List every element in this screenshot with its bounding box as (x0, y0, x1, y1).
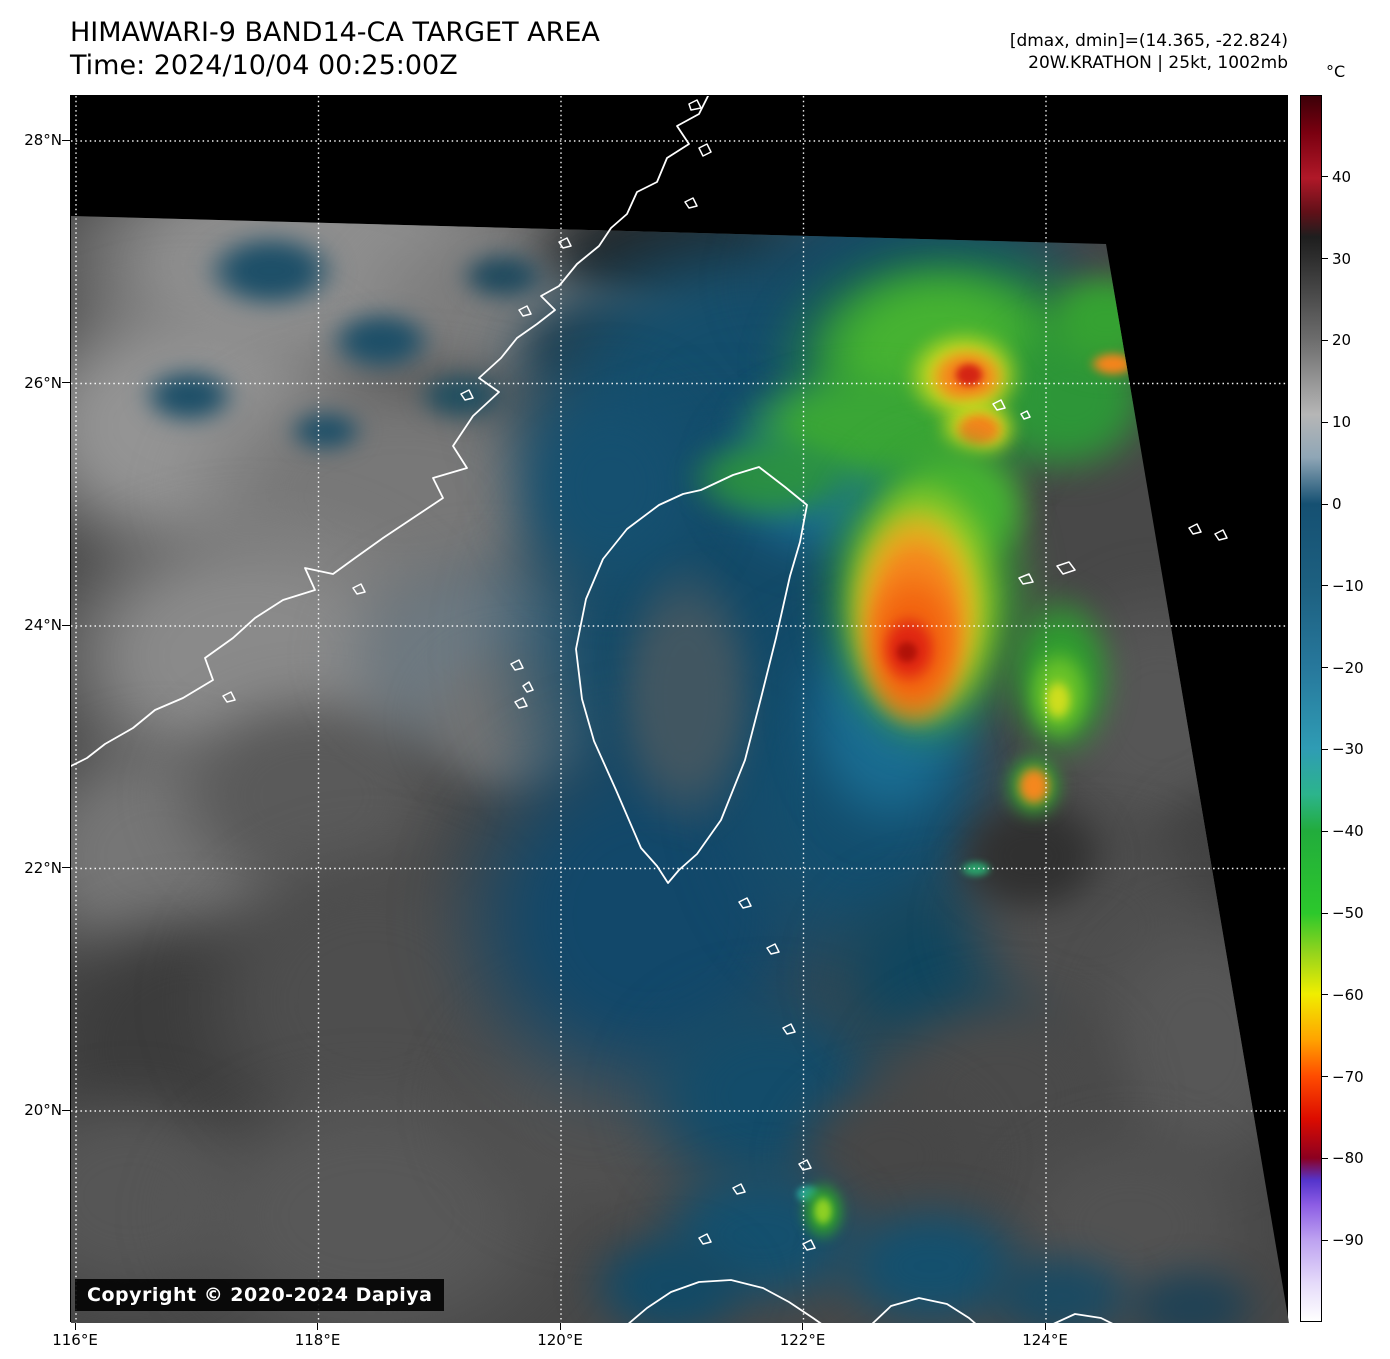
copyright-badge: Copyright © 2020-2024 Dapiya (75, 1279, 445, 1311)
colorbar-gradient (1300, 95, 1322, 1322)
colorbar-tick (1322, 667, 1328, 669)
header-block: HIMAWARI-9 BAND14-CA TARGET AREA Time: 2… (70, 16, 600, 82)
storm-info: 20W.KRATHON | 25kt, 1002mb (1028, 53, 1288, 73)
colorbar-tick (1322, 503, 1328, 505)
cloud-blob (812, 1195, 834, 1227)
colorbar-tick-label: −10 (1332, 576, 1364, 595)
lon-tick (559, 1323, 561, 1330)
colorbar-tick (1322, 1076, 1328, 1078)
lat-tick (62, 624, 70, 626)
colorbar-tick (1322, 421, 1328, 423)
lon-tick (317, 1323, 318, 1330)
cloud-blob (894, 639, 920, 665)
lon-label: 118°E (294, 1331, 341, 1349)
lat-label: 24°N (24, 616, 62, 634)
cloud-blob (1043, 678, 1073, 722)
colorbar-tick-label: −80 (1332, 1149, 1364, 1168)
map-plot: Copyright © 2020-2024 Dapiya (70, 95, 1289, 1323)
colorbar-tick-label: 0 (1332, 495, 1342, 513)
cloud-blob (959, 860, 993, 878)
colorbar-tick-label: −40 (1332, 822, 1364, 841)
lon-tick (1044, 1323, 1046, 1330)
cloud-blob (1015, 764, 1053, 808)
colorbar-tick-label: 20 (1332, 331, 1352, 350)
cloud-blob (1088, 351, 1138, 377)
colorbar-tick-label: −20 (1332, 658, 1364, 677)
cloud-blob (201, 231, 341, 311)
colorbar-tick-label: −30 (1332, 740, 1364, 759)
colorbar-tick (1322, 585, 1328, 587)
colorbar-tick (1322, 1157, 1328, 1159)
colorbar-unit-label: °C (1326, 62, 1346, 81)
colorbar-tick (1322, 258, 1328, 260)
lat-tick (62, 1109, 70, 1111)
page-title: HIMAWARI-9 BAND14-CA TARGET AREA (70, 17, 600, 48)
colorbar-tick-label: 40 (1332, 167, 1352, 186)
lat-label: 20°N (24, 1101, 62, 1119)
header-meta-block: [dmax, dmin]=(14.365, -22.824) 20W.KRATH… (1010, 30, 1288, 74)
colorbar-tick-label: −60 (1332, 985, 1364, 1004)
lat-label: 26°N (24, 373, 62, 392)
colorbar-tick (1322, 994, 1328, 996)
colorbar-tick-label: 10 (1332, 413, 1352, 432)
lon-label: 120°E (537, 1331, 583, 1349)
colorbar-tick (1322, 912, 1328, 914)
range-info: [dmax, dmin]=(14.365, -22.824) (1009, 31, 1288, 51)
lon-tick (802, 1323, 803, 1330)
colorbar-tick (1322, 176, 1328, 178)
cloud-blob (608, 551, 764, 841)
timestamp: Time: 2024/10/04 00:25:00Z (70, 50, 458, 81)
colorbar-tick (1322, 830, 1328, 832)
lat-tick (62, 382, 70, 383)
colorbar-tick-label: −50 (1332, 904, 1364, 922)
cloud-blob (286, 409, 366, 453)
colorbar-tick-label: −90 (1332, 1231, 1364, 1250)
lon-tick (74, 1323, 76, 1330)
colorbar-tick-label: −70 (1332, 1067, 1364, 1086)
colorbar-tick (1322, 748, 1328, 750)
satellite-imagery (71, 216, 1289, 1323)
lat-tick (62, 867, 70, 868)
lon-label: 124°E (1022, 1331, 1068, 1349)
lat-tick (62, 139, 70, 141)
lon-label: 122°E (779, 1331, 826, 1349)
cloud-blob (326, 309, 436, 373)
cloud-blob (952, 361, 986, 389)
colorbar-tick-label: 30 (1332, 249, 1352, 268)
lat-label: 22°N (24, 858, 62, 877)
lon-label: 116°E (52, 1331, 98, 1349)
cloud-blob (139, 366, 239, 426)
colorbar-tick (1322, 339, 1328, 341)
colorbar-tick (1322, 1239, 1328, 1241)
lat-label: 28°N (24, 131, 62, 149)
